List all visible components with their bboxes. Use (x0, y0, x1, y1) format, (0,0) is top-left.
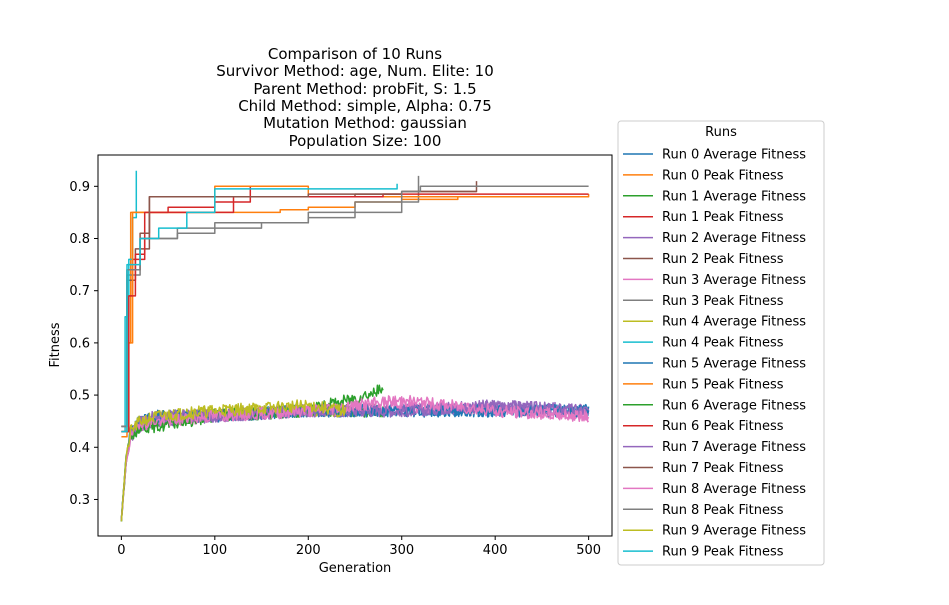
x-tick-label: 100 (202, 543, 227, 558)
legend-entries: Run 0 Average Fitness Run 0 Peak Fitness R… (623, 148, 806, 560)
legend-label: Run 3 Average Fitness (662, 273, 806, 288)
legend-label: Run 4 Peak Fitness (662, 336, 784, 351)
series-line (120, 399, 347, 522)
series-line (121, 181, 478, 428)
legend-label: Run 9 Average Fitness (662, 524, 806, 539)
series-line (121, 190, 477, 428)
y-tick-label: 0.9 (69, 180, 90, 195)
legend-label: Run 6 Peak Fitness (662, 419, 784, 434)
legend-label: Run 1 Average Fitness (662, 189, 806, 204)
x-tick-label: 300 (389, 543, 414, 558)
title-line: Population Size: 100 (289, 132, 442, 150)
legend-label: Run 8 Peak Fitness (662, 503, 784, 518)
legend-label: Run 7 Peak Fitness (662, 461, 784, 476)
legend-label: Run 9 Peak Fitness (662, 545, 784, 560)
legend-label: Run 4 Average Fitness (662, 315, 806, 330)
series-line (121, 193, 589, 433)
legend-label: Run 6 Average Fitness (662, 398, 806, 413)
title-line: Child Method: simple, Alpha: 0.75 (238, 97, 492, 115)
y-tick-label: 0.7 (69, 284, 90, 299)
x-tick-label: 0 (117, 543, 125, 558)
legend-label: Run 0 Average Fitness (662, 148, 806, 163)
legend-label: Run 2 Peak Fitness (662, 252, 784, 267)
series-line (121, 183, 398, 433)
legend-label: Run 5 Average Fitness (662, 357, 806, 372)
x-axis: 0 100 200 300 400 500 (117, 536, 601, 558)
title-line: Parent Method: probFit, S: 1.5 (253, 80, 476, 98)
y-tick-label: 0.6 (69, 336, 90, 351)
title-line: Mutation Method: gaussian (263, 114, 467, 132)
legend-label: Run 1 Peak Fitness (662, 210, 784, 225)
y-axis-label: Fitness (48, 322, 63, 367)
legend-label: Run 8 Average Fitness (662, 482, 806, 497)
x-axis-label: Generation (319, 561, 392, 576)
title-line: Survivor Method: age, Num. Elite: 10 (216, 62, 494, 80)
legend-title: Runs (705, 125, 737, 140)
x-tick-label: 500 (576, 543, 601, 558)
y-tick-label: 0.4 (69, 441, 90, 456)
legend-label: Run 2 Average Fitness (662, 231, 806, 246)
legend-label: Run 3 Peak Fitness (662, 294, 784, 309)
series-line (121, 170, 138, 433)
x-tick-label: 200 (296, 543, 321, 558)
plot-frame (97, 154, 613, 537)
legend-box (617, 120, 825, 566)
y-tick-label: 0.5 (69, 389, 90, 404)
series-line (121, 185, 589, 428)
x-tick-label: 400 (483, 543, 508, 558)
y-tick-label: 0.8 (69, 232, 90, 247)
legend-label: Run 0 Peak Fitness (662, 168, 784, 183)
chart-title: Comparison of 10 Runs Survivor Method: a… (216, 45, 494, 150)
legend: Runs Run 0 Average Fitness Run 0 Peak Fit… (617, 120, 825, 566)
y-tick-label: 0.3 (69, 493, 90, 508)
title-line: Comparison of 10 Runs (268, 45, 442, 63)
legend-label: Run 5 Peak Fitness (662, 377, 784, 392)
series-line (121, 185, 590, 433)
y-axis: 0.3 0.4 0.5 0.6 0.7 0.8 0.9 (69, 180, 98, 508)
legend-label: Run 7 Average Fitness (662, 440, 806, 455)
series-line (120, 394, 590, 521)
plot-lines (120, 170, 590, 522)
